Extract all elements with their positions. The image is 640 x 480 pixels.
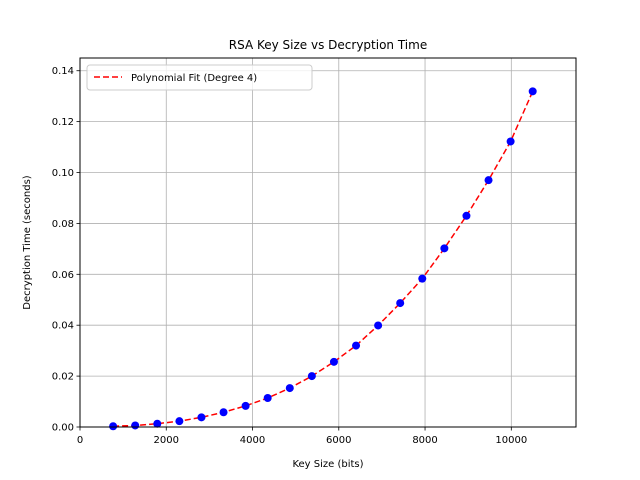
y-tick-label: 0.14 <box>52 66 74 77</box>
data-point <box>241 401 250 410</box>
data-point <box>285 384 294 393</box>
x-tick-label: 8000 <box>412 435 437 446</box>
y-axis-ticks: 0.00 0.02 0.04 0.06 0.08 0.10 0.12 0.14 <box>52 66 80 434</box>
x-axis-ticks: 0 2000 4000 6000 8000 10000 <box>77 427 527 446</box>
scatter-series <box>109 87 537 431</box>
y-tick-label: 0.12 <box>52 117 74 128</box>
data-point <box>418 274 427 283</box>
x-tick-label: 10000 <box>495 435 527 446</box>
x-axis-label: Key Size (bits) <box>292 459 363 470</box>
y-tick-label: 0.04 <box>52 321 74 332</box>
y-tick-label: 0.10 <box>52 168 74 179</box>
chart-title: RSA Key Size vs Decryption Time <box>229 38 427 52</box>
data-point <box>462 211 471 220</box>
legend-box <box>86 64 313 91</box>
data-point <box>528 87 537 96</box>
data-point <box>440 244 449 253</box>
data-point <box>352 341 361 350</box>
data-point <box>329 357 338 366</box>
data-point <box>197 413 206 422</box>
data-point <box>396 299 405 308</box>
data-point <box>175 417 184 426</box>
legend: Polynomial Fit (Degree 4) <box>86 64 313 91</box>
x-tick-label: 6000 <box>326 435 351 446</box>
y-tick-label: 0.06 <box>52 270 74 281</box>
y-axis-label: Decryption Time (seconds) <box>22 175 33 309</box>
x-tick-label: 4000 <box>240 435 265 446</box>
x-tick-label: 0 <box>77 435 83 446</box>
grid <box>79 58 576 428</box>
x-tick-label: 2000 <box>154 435 179 446</box>
fit-series <box>113 91 534 427</box>
data-point <box>374 321 383 330</box>
data-point <box>506 137 515 146</box>
data-point <box>153 419 162 428</box>
data-point <box>109 422 118 431</box>
data-point <box>131 421 140 430</box>
y-tick-label: 0.00 <box>52 423 74 434</box>
fit-line <box>113 91 534 427</box>
data-point <box>219 408 228 417</box>
data-point <box>484 176 493 185</box>
data-point <box>307 372 316 381</box>
plot-frame <box>79 57 577 428</box>
y-tick-label: 0.08 <box>52 219 74 230</box>
legend-label: Polynomial Fit (Degree 4) <box>131 73 257 84</box>
data-point <box>263 393 272 402</box>
y-tick-label: 0.02 <box>52 372 74 383</box>
